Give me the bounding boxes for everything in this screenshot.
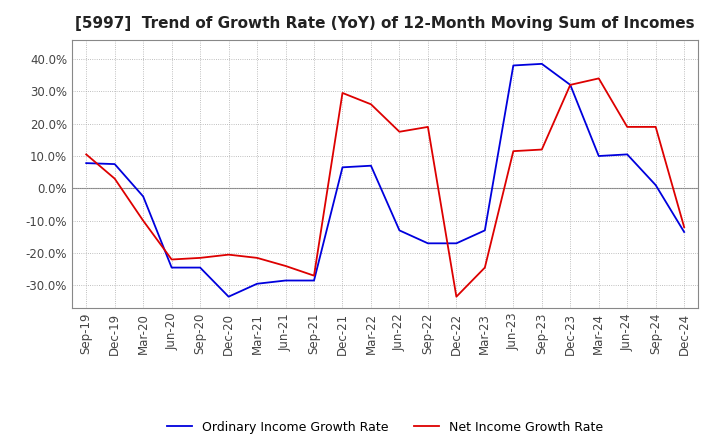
Net Income Growth Rate — [423, 124, 432, 129]
Ordinary Income Growth Rate — [110, 161, 119, 167]
Net Income Growth Rate — [509, 149, 518, 154]
Net Income Growth Rate — [452, 294, 461, 299]
Net Income Growth Rate — [110, 176, 119, 181]
Ordinary Income Growth Rate — [366, 163, 375, 169]
Net Income Growth Rate — [282, 263, 290, 268]
Net Income Growth Rate — [253, 255, 261, 260]
Ordinary Income Growth Rate — [566, 82, 575, 88]
Ordinary Income Growth Rate — [652, 183, 660, 188]
Ordinary Income Growth Rate — [395, 228, 404, 233]
Net Income Growth Rate — [338, 90, 347, 95]
Ordinary Income Growth Rate — [253, 281, 261, 286]
Ordinary Income Growth Rate — [196, 265, 204, 270]
Net Income Growth Rate — [196, 255, 204, 260]
Ordinary Income Growth Rate — [167, 265, 176, 270]
Net Income Growth Rate — [310, 273, 318, 279]
Ordinary Income Growth Rate — [480, 228, 489, 233]
Ordinary Income Growth Rate — [310, 278, 318, 283]
Net Income Growth Rate — [167, 257, 176, 262]
Ordinary Income Growth Rate — [423, 241, 432, 246]
Ordinary Income Growth Rate — [680, 229, 688, 235]
Ordinary Income Growth Rate — [139, 194, 148, 199]
Ordinary Income Growth Rate — [452, 241, 461, 246]
Ordinary Income Growth Rate — [225, 294, 233, 299]
Net Income Growth Rate — [480, 265, 489, 270]
Ordinary Income Growth Rate — [623, 152, 631, 157]
Ordinary Income Growth Rate — [82, 161, 91, 166]
Line: Net Income Growth Rate: Net Income Growth Rate — [86, 78, 684, 297]
Net Income Growth Rate — [623, 124, 631, 129]
Net Income Growth Rate — [225, 252, 233, 257]
Net Income Growth Rate — [652, 124, 660, 129]
Net Income Growth Rate — [595, 76, 603, 81]
Ordinary Income Growth Rate — [282, 278, 290, 283]
Ordinary Income Growth Rate — [595, 154, 603, 159]
Title: [5997]  Trend of Growth Rate (YoY) of 12-Month Moving Sum of Incomes: [5997] Trend of Growth Rate (YoY) of 12-… — [76, 16, 695, 32]
Net Income Growth Rate — [366, 102, 375, 107]
Net Income Growth Rate — [566, 82, 575, 88]
Net Income Growth Rate — [680, 224, 688, 230]
Net Income Growth Rate — [82, 152, 91, 157]
Line: Ordinary Income Growth Rate: Ordinary Income Growth Rate — [86, 64, 684, 297]
Net Income Growth Rate — [395, 129, 404, 134]
Net Income Growth Rate — [139, 218, 148, 224]
Ordinary Income Growth Rate — [537, 61, 546, 66]
Ordinary Income Growth Rate — [338, 165, 347, 170]
Ordinary Income Growth Rate — [509, 63, 518, 68]
Net Income Growth Rate — [537, 147, 546, 152]
Legend: Ordinary Income Growth Rate, Net Income Growth Rate: Ordinary Income Growth Rate, Net Income … — [163, 416, 608, 439]
